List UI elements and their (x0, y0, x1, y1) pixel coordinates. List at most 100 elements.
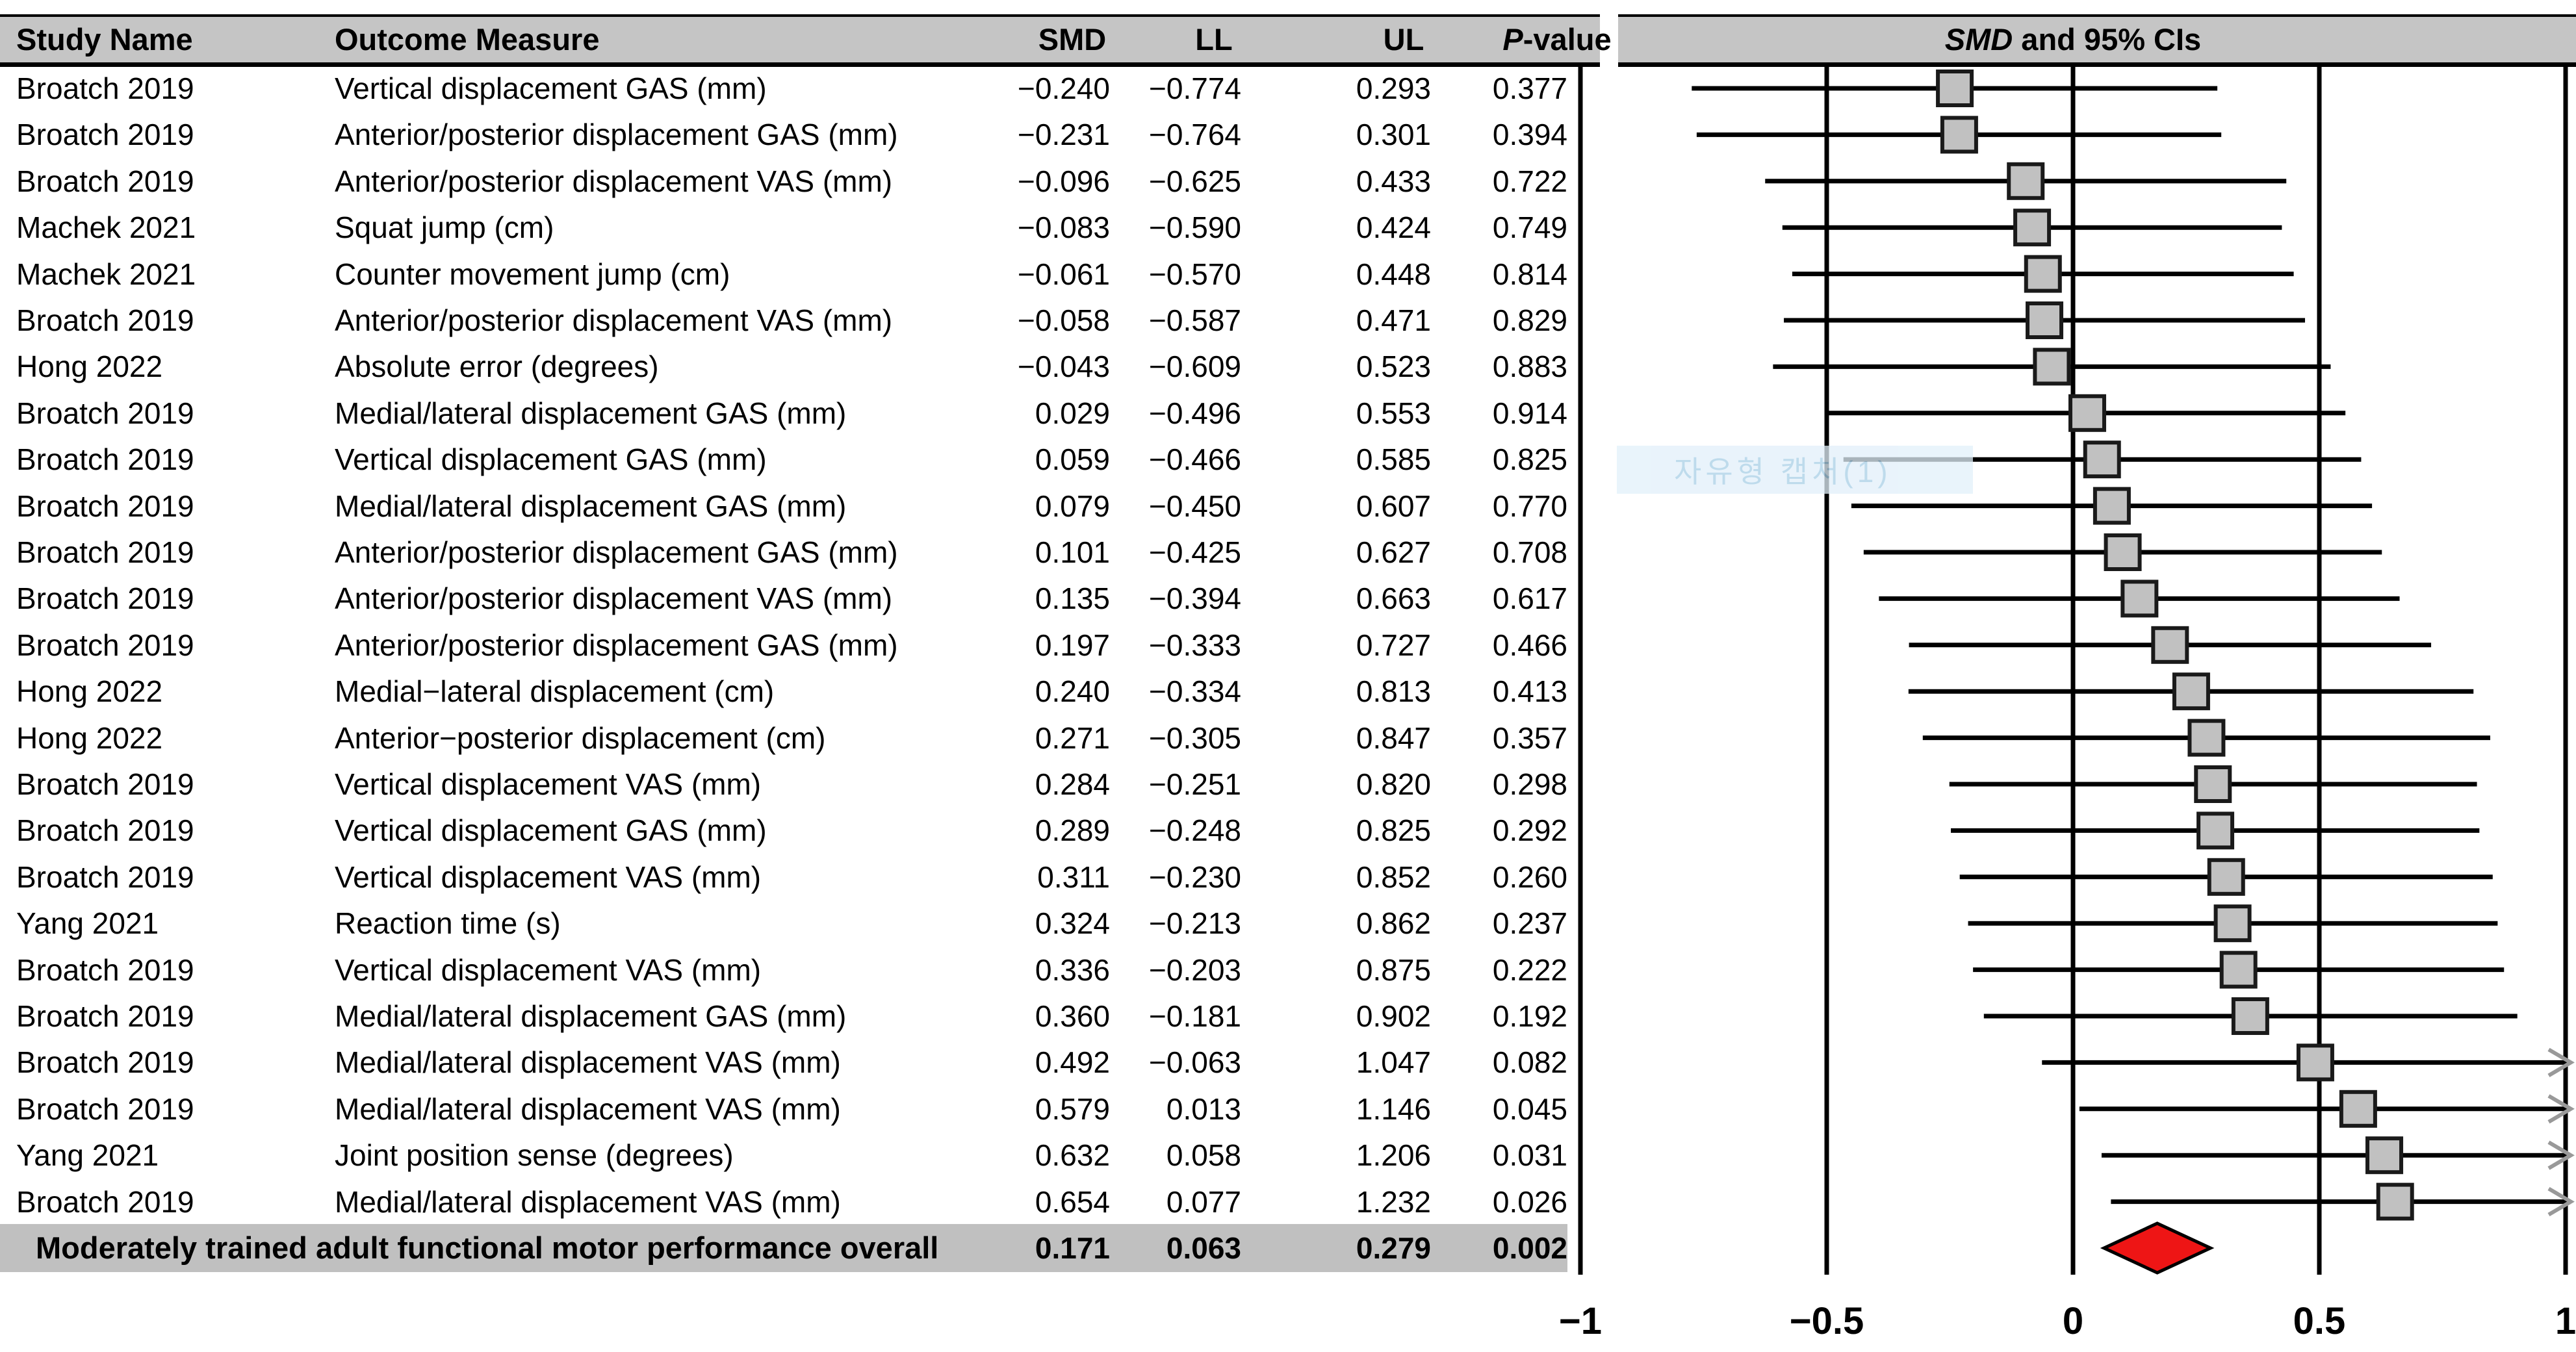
effect-square (2120, 580, 2159, 618)
row-smd-value: 0.311 (1037, 860, 1110, 894)
effect-square (2207, 858, 2245, 896)
row-study-name: Broatch 2019 (16, 442, 194, 477)
row-ul-value: 0.727 (1356, 628, 1431, 662)
effect-square (2151, 626, 2189, 664)
row-smd-value: −0.240 (1018, 71, 1110, 105)
row-outcome-measure: Vertical displacement GAS (mm) (335, 813, 767, 848)
row-ll-value: −0.609 (1149, 350, 1241, 384)
row-smd-value: 0.632 (1035, 1138, 1110, 1173)
row-smd-value: 0.579 (1035, 1091, 1110, 1126)
row-ul-value: 0.825 (1356, 813, 1431, 848)
row-ul-value: 0.902 (1356, 999, 1431, 1033)
row-ul-value: 0.448 (1356, 257, 1431, 291)
effect-square (2339, 1090, 2377, 1128)
row-outcome-measure: Anterior/posterior displacement VAS (mm) (335, 164, 893, 198)
row-ll-value: −0.587 (1149, 303, 1241, 337)
row-smd-value: −0.061 (1018, 257, 1110, 291)
row-ll-value: −0.496 (1149, 396, 1241, 430)
x-axis-tick-label: 0 (2062, 1300, 2084, 1342)
row-outcome-measure: Medial/lateral displacement GAS (mm) (335, 396, 847, 430)
row-pvalue: 0.708 (1492, 535, 1567, 569)
row-outcome-measure: Vertical displacement VAS (mm) (335, 767, 762, 801)
row-outcome-measure: Medial/lateral displacement VAS (mm) (335, 1184, 841, 1219)
row-ul-value: 0.627 (1356, 535, 1431, 569)
row-outcome-measure: Medial/lateral displacement VAS (mm) (335, 1091, 841, 1126)
row-study-name: Broatch 2019 (16, 396, 194, 430)
plot-title: SMD and 95% CIs (1945, 17, 2201, 62)
row-ll-value: −0.570 (1149, 257, 1241, 291)
row-pvalue: 0.222 (1492, 952, 1567, 987)
row-ll-value: −0.230 (1149, 860, 1241, 894)
effect-square (2213, 904, 2252, 943)
row-study-name: Broatch 2019 (16, 628, 194, 662)
row-smd-value: −0.043 (1018, 350, 1110, 384)
row-ul-value: 0.813 (1356, 674, 1431, 709)
row-pvalue: 0.045 (1492, 1091, 1567, 1126)
effect-square (2083, 440, 2121, 479)
x-axis-tick-label: −1 (1558, 1300, 1603, 1342)
row-smd-value: 0.271 (1035, 721, 1110, 755)
overall-row-label: Moderately trained adult functional moto… (36, 1231, 939, 1265)
row-pvalue: 0.031 (1492, 1138, 1567, 1173)
row-ul-value: 1.047 (1356, 1045, 1431, 1080)
row-ul-value: 0.607 (1356, 489, 1431, 523)
row-outcome-measure: Absolute error (degrees) (335, 350, 659, 384)
ci-clip-arrow (2547, 1094, 2575, 1124)
row-pvalue: 0.914 (1492, 396, 1567, 430)
effect-square (2026, 301, 2064, 339)
pvalue-rest: -value (1523, 22, 1612, 57)
row-ll-value: 0.077 (1166, 1184, 1241, 1219)
row-pvalue: 0.749 (1492, 210, 1567, 245)
row-study-name: Broatch 2019 (16, 952, 194, 987)
row-outcome-measure: Joint position sense (degrees) (335, 1138, 734, 1173)
row-study-name: Broatch 2019 (16, 1091, 194, 1126)
row-pvalue: 0.377 (1492, 71, 1567, 105)
row-smd-value: 0.059 (1035, 442, 1110, 477)
row-ul-value: 0.852 (1356, 860, 1431, 894)
row-smd-value: 0.079 (1035, 489, 1110, 523)
plot-title-rest: and 95% CIs (2013, 22, 2202, 57)
row-ul-value: 1.232 (1356, 1184, 1431, 1219)
effect-square (2033, 348, 2071, 386)
row-study-name: Broatch 2019 (16, 1184, 194, 1219)
row-ul-value: 0.553 (1356, 396, 1431, 430)
capture-watermark-text: 자유형 캡처(1) (1674, 455, 1892, 489)
row-ul-value: 0.663 (1356, 581, 1431, 616)
row-ll-value: −0.334 (1149, 674, 1241, 709)
row-ul-value: 0.523 (1356, 350, 1431, 384)
row-study-name: Yang 2021 (16, 906, 159, 941)
x-axis-tick-label: 1 (2555, 1300, 2576, 1342)
row-study-name: Broatch 2019 (16, 71, 194, 105)
effect-square (2365, 1136, 2404, 1175)
header-divider-gap (1600, 14, 1618, 67)
row-smd-value: −0.058 (1018, 303, 1110, 337)
row-ll-value: −0.466 (1149, 442, 1241, 477)
row-ll-value: −0.181 (1149, 999, 1241, 1033)
row-study-name: Broatch 2019 (16, 489, 194, 523)
row-smd-value: 0.360 (1035, 999, 1110, 1033)
row-ll-value: 0.013 (1166, 1091, 1241, 1126)
row-ul-value: 0.301 (1356, 118, 1431, 152)
row-ll-value: −0.248 (1149, 813, 1241, 848)
col-header-ul: UL (1383, 22, 1424, 57)
row-smd-value: −0.096 (1018, 164, 1110, 198)
row-outcome-measure: Vertical displacement VAS (mm) (335, 952, 762, 987)
x-axis-tick-label: 0.5 (2293, 1300, 2346, 1342)
row-ll-value: −0.333 (1149, 628, 1241, 662)
row-pvalue: 0.357 (1492, 721, 1567, 755)
row-ll-value: −0.625 (1149, 164, 1241, 198)
row-ul-value: 0.293 (1356, 71, 1431, 105)
row-pvalue: 0.617 (1492, 581, 1567, 616)
row-smd-value: 0.284 (1035, 767, 1110, 801)
row-smd-value: 0.654 (1035, 1184, 1110, 1219)
row-outcome-measure: Anterior/posterior displacement VAS (mm) (335, 303, 893, 337)
row-ll-value: −0.213 (1149, 906, 1241, 941)
row-smd-value: 0.492 (1035, 1045, 1110, 1080)
row-smd-value: 0.336 (1035, 952, 1110, 987)
effect-square (2024, 255, 2062, 293)
row-ul-value: 0.424 (1356, 210, 1431, 245)
ci-clip-arrow (2547, 1187, 2575, 1217)
row-ll-value: −0.425 (1149, 535, 1241, 569)
